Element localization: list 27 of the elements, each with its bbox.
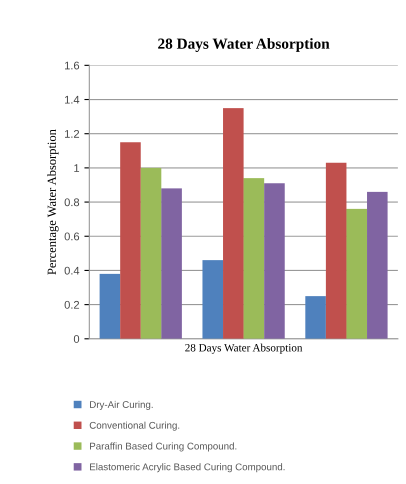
- y-tick-label: 0.4: [64, 266, 80, 275]
- bar: [161, 188, 182, 339]
- legend-label: Conventional Curing.: [90, 422, 180, 431]
- y-tick-label: 1.6: [65, 62, 80, 70]
- bar: [264, 183, 285, 339]
- bar: [100, 274, 120, 339]
- legend-label: Elastomeric Acrylic Based Curing Compound.: [90, 463, 285, 472]
- bar: [305, 296, 326, 339]
- bar: [367, 192, 388, 339]
- y-tick-label: 0.6: [64, 232, 80, 240]
- y-tick-label: 1: [74, 164, 80, 172]
- bar: [140, 168, 162, 339]
- y-tick-label: 0.2: [64, 300, 80, 309]
- bar: [326, 162, 346, 339]
- y-tick-label: 0: [74, 335, 80, 343]
- y-tick-label: 1.2: [65, 130, 80, 138]
- y-tick-label: 0.8: [64, 198, 80, 206]
- y-tick-label: 1.4: [65, 96, 80, 104]
- bar: [202, 260, 224, 339]
- y-axis-title: Percentage Water Absorption: [47, 129, 59, 275]
- chart-title: 28 Days Water Absorption: [158, 38, 330, 52]
- bar: [223, 108, 244, 339]
- bar: [346, 208, 368, 339]
- bar: [244, 178, 264, 339]
- bar: [120, 142, 141, 339]
- legend-label: Dry-Air Curing.: [90, 400, 153, 410]
- legend-label: Paraffin Based Curing Compound.: [90, 442, 236, 452]
